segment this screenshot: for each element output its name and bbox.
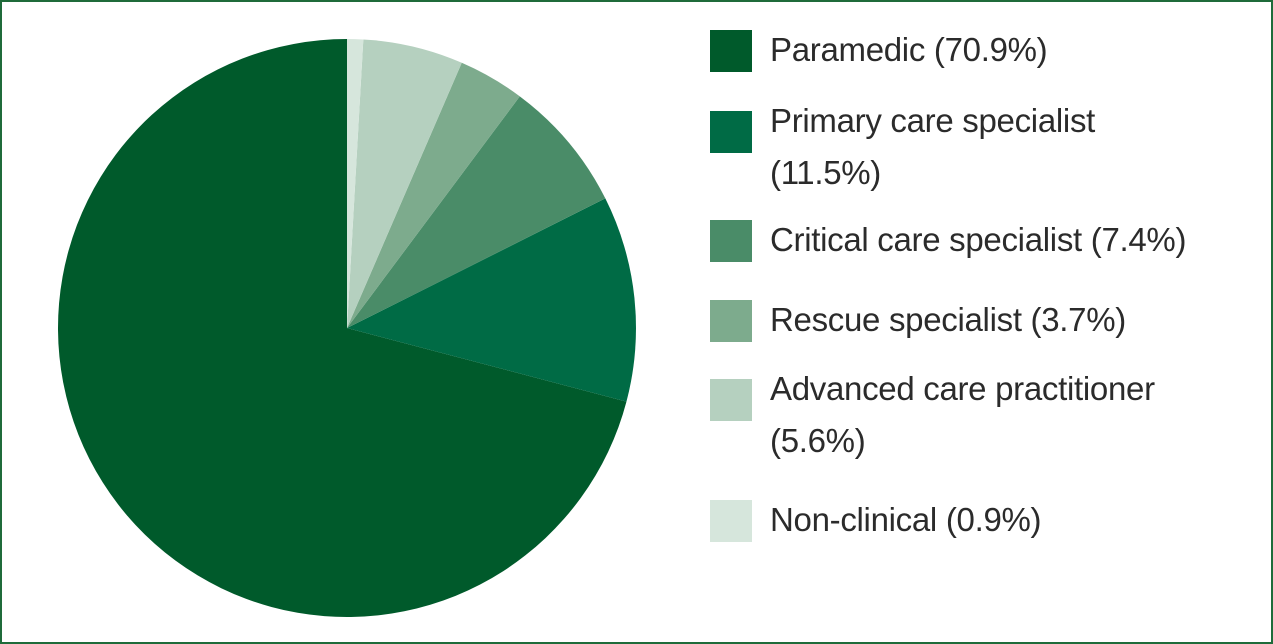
pie-slice-rescue-specialist bbox=[347, 62, 520, 329]
legend-label-line: Primary care specialist bbox=[770, 102, 1096, 139]
legend-label-line: Critical care specialist (7.4%) bbox=[770, 221, 1187, 258]
legend-label-line: Advanced care practitioner bbox=[770, 370, 1155, 407]
pie-slice-critical-care-specialist bbox=[347, 96, 606, 328]
legend-label-line: (5.6%) bbox=[770, 422, 866, 459]
legend-label-line: (11.5%) bbox=[770, 154, 881, 191]
pie-chart bbox=[57, 38, 636, 617]
pie-slice-advanced-care-practitioner bbox=[347, 39, 462, 329]
legend-label-critical-care-specialist: Critical care specialist (7.4%) bbox=[770, 214, 1240, 266]
legend-swatch-non-clinical bbox=[710, 500, 752, 542]
legend-swatch-critical-care-specialist bbox=[710, 220, 752, 262]
legend-label-non-clinical: Non-clinical (0.9%) bbox=[770, 494, 1240, 546]
pie-slice-non-clinical bbox=[347, 38, 364, 328]
legend-swatch-advanced-care-practitioner bbox=[710, 379, 752, 421]
legend-label-rescue-specialist: Rescue specialist (3.7%) bbox=[770, 294, 1240, 346]
legend-swatch-rescue-specialist bbox=[710, 300, 752, 342]
legend-label-line: Non-clinical (0.9%) bbox=[770, 501, 1042, 538]
legend-label-advanced-care-practitioner: Advanced care practitioner (5.6%) bbox=[770, 363, 1240, 467]
legend-label-line: Paramedic (70.9%) bbox=[770, 31, 1048, 68]
legend-label-paramedic: Paramedic (70.9%) bbox=[770, 24, 1240, 76]
pie-slice-paramedic bbox=[57, 39, 627, 617]
legend-label-line: Rescue specialist (3.7%) bbox=[770, 301, 1126, 338]
legend-label-primary-care-specialist: Primary care specialist (11.5%) bbox=[770, 95, 1240, 199]
pie-slice-primary-care-specialist bbox=[347, 198, 636, 402]
legend-swatch-paramedic bbox=[710, 30, 752, 72]
legend-swatch-primary-care-specialist bbox=[710, 111, 752, 153]
